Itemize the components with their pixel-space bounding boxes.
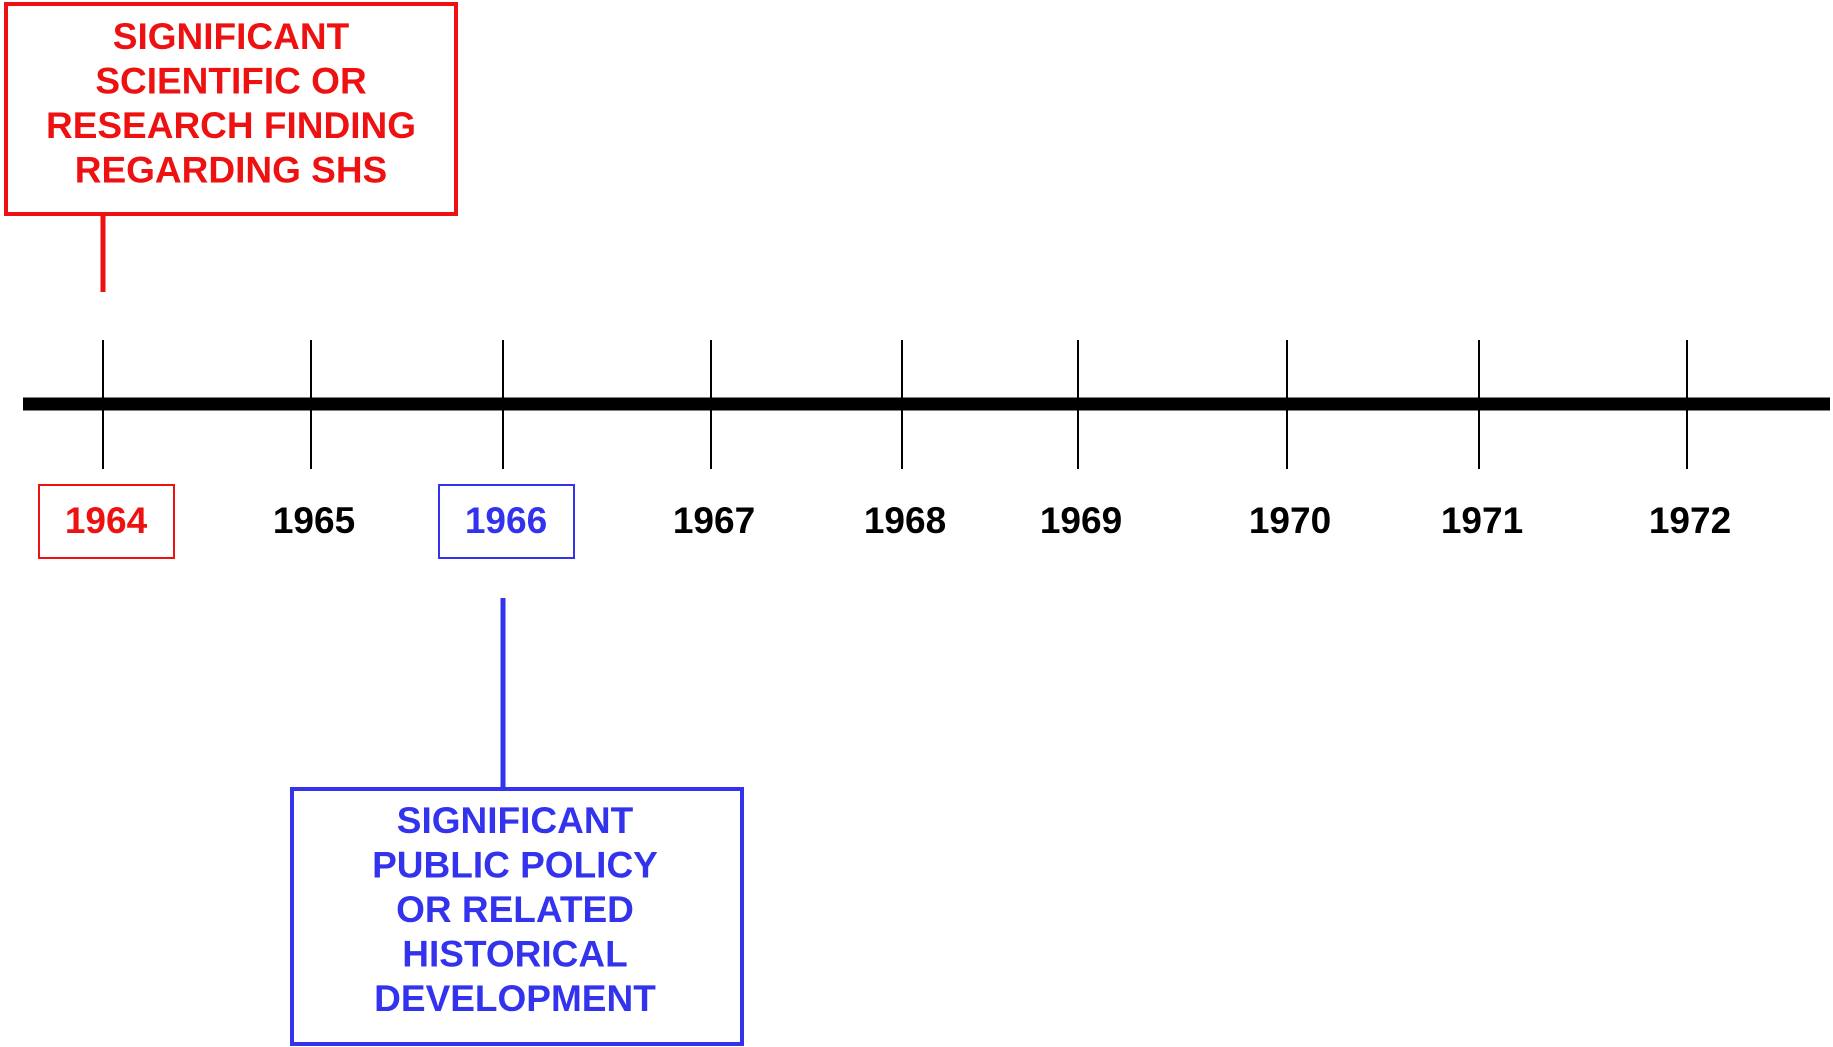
science-text: REGARDING SHS <box>75 149 387 190</box>
year-label: 1972 <box>1649 500 1731 541</box>
policy-text: DEVELOPMENT <box>374 978 656 1019</box>
science-text: SCIENTIFIC OR <box>95 60 366 101</box>
policy-text: SIGNIFICANT <box>397 800 634 841</box>
year-label: 1966 <box>465 500 547 541</box>
policy-text: HISTORICAL <box>402 933 627 974</box>
policy-text: PUBLIC POLICY <box>372 844 658 885</box>
policy-text: OR RELATED <box>396 889 634 930</box>
year-highlight <box>438 484 575 559</box>
science-text: RESEARCH FINDING <box>46 105 416 146</box>
year-label: 1971 <box>1441 500 1523 541</box>
policy-box <box>290 787 744 1046</box>
year-label: 1969 <box>1040 500 1122 541</box>
year-label: 1967 <box>673 500 755 541</box>
year-label: 1965 <box>273 500 355 541</box>
year-label: 1968 <box>864 500 946 541</box>
year-label: 1970 <box>1249 500 1331 541</box>
year-label: 1964 <box>65 500 148 541</box>
science-box <box>4 2 458 216</box>
year-highlight <box>38 484 175 559</box>
science-text: SIGNIFICANT <box>113 16 350 57</box>
